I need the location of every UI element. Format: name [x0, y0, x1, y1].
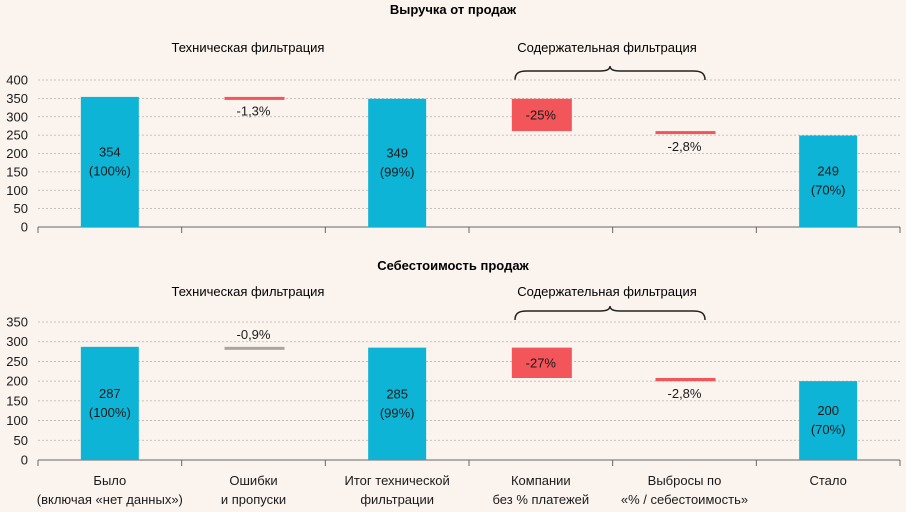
chart1-title: Выручка от продаж — [390, 2, 517, 17]
chart2-bar-4-label: -27% — [526, 355, 557, 370]
chart1-bar-2-label: -1,3% — [237, 103, 271, 118]
chart2-y-tick-label: 300 — [6, 334, 28, 349]
chart2-bar-5-label: -2,8% — [668, 386, 702, 401]
chart1-bar-6 — [799, 135, 858, 227]
x-category-label-5: Выбросы по — [648, 473, 722, 488]
x-category-label-3: Итог технической — [345, 473, 450, 488]
chart1-bar-1 — [80, 96, 139, 227]
chart1-bar-6-label: 249 — [817, 164, 839, 179]
chart1-bar-3-label: (99%) — [380, 164, 415, 179]
chart1-y-tick-label: 100 — [6, 183, 28, 198]
chart2-bar-6 — [799, 381, 858, 460]
chart1-y-tick-label: 400 — [6, 73, 28, 88]
chart2-group-label-technical: Техническая фильтрация — [172, 284, 325, 299]
chart1-content-filtration-brace — [514, 65, 706, 81]
x-category-label-4: Компании — [511, 473, 571, 488]
chart2-bar-1 — [80, 346, 139, 460]
chart2-bar-4 — [511, 347, 572, 378]
chart1-bar-4-label: -25% — [526, 107, 557, 122]
chart1-y-tick-label: 350 — [6, 91, 28, 106]
chart2-y-tick-label: 50 — [14, 433, 28, 448]
chart2-bar-2 — [224, 346, 285, 350]
chart1-y-tick-label: 300 — [6, 109, 28, 124]
chart2-bar-2-label: -0,9% — [237, 327, 271, 342]
x-category-label-6: Стало — [809, 473, 846, 488]
chart2-bar-3 — [368, 347, 427, 460]
chart1-y-tick-label: 50 — [14, 201, 28, 216]
chart2-y-tick-label: 0 — [21, 453, 28, 468]
chart1-bar-5-label: -2,8% — [668, 139, 702, 154]
chart1-bar-5 — [655, 131, 716, 135]
x-category-label-1: Было — [93, 473, 126, 488]
x-category-label-2: и пропуски — [221, 492, 286, 507]
chart2-group-label-content: Содержательная фильтрация — [517, 284, 697, 299]
chart2-bar-1-label: (100%) — [89, 405, 131, 420]
chart1-bar-2 — [224, 96, 285, 100]
chart2-y-tick-label: 150 — [6, 393, 28, 408]
chart1-bar-6-label: (70%) — [811, 183, 846, 198]
x-category-label-1: (включая «нет данных») — [37, 492, 183, 507]
chart2-bar-3-label: (99%) — [380, 405, 415, 420]
chart2-y-tick-label: 250 — [6, 354, 28, 369]
chart1-bar-1-label: (100%) — [89, 163, 131, 178]
chart2-bar-6-label: 200 — [817, 403, 839, 418]
x-category-label-4: без % платежей — [493, 492, 590, 507]
chart1-y-tick-label: 250 — [6, 128, 28, 143]
chart2-y-tick-label: 100 — [6, 413, 28, 428]
chart2-content-filtration-brace — [514, 305, 706, 321]
chart2-bar-1-label: 287 — [99, 386, 121, 401]
chart1-bar-3 — [368, 98, 427, 228]
chart1-bar-3-label: 349 — [386, 145, 408, 160]
chart1-y-tick-label: 150 — [6, 164, 28, 179]
chart1-group-label-content: Содержательная фильтрация — [517, 40, 697, 55]
x-category-label-5: «% / себестоимость» — [621, 492, 748, 507]
chart1-bar-1-label: 354 — [99, 144, 121, 159]
chart1-bar-4 — [511, 98, 572, 132]
chart2-y-tick-label: 200 — [6, 374, 28, 389]
chart2-bar-5 — [655, 377, 716, 382]
chart1-y-tick-label: 0 — [21, 220, 28, 235]
chart2-title: Себестоимость продаж — [377, 258, 529, 273]
chart2-y-tick-label: 350 — [6, 315, 28, 330]
chart2-bar-6-label: (70%) — [811, 422, 846, 437]
x-category-label-2: Ошибки — [229, 473, 277, 488]
chart2-bar-3-label: 285 — [386, 386, 408, 401]
chart1-group-label-technical: Техническая фильтрация — [172, 40, 325, 55]
chart1-y-tick-label: 200 — [6, 146, 28, 161]
x-category-label-3: фильтрации — [360, 492, 434, 507]
